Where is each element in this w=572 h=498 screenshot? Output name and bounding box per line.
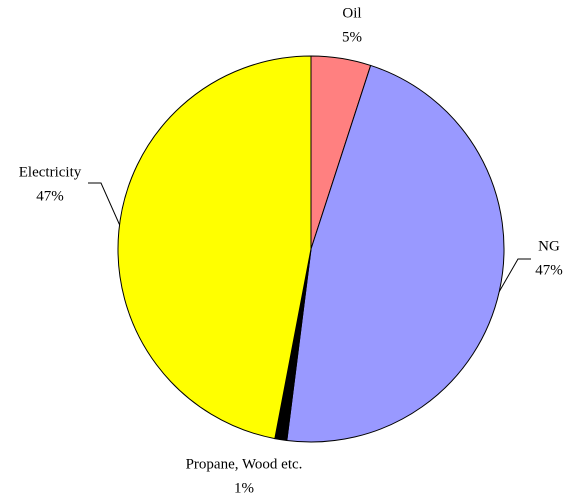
slice-label: Propane, Wood etc. [186,456,303,472]
leader-line [88,182,122,229]
pie-slice [117,55,312,440]
slice-value-label: 47% [36,188,64,204]
slice-value-label: 1% [234,480,254,496]
pie-slice [286,64,505,443]
slice-value-label: 5% [342,29,362,45]
leader-line [498,258,531,293]
slice-label: Electricity [19,164,82,180]
slice-label: Oil [342,5,361,21]
slice-value-label: 47% [535,262,563,278]
slice-label: NG [538,238,560,254]
